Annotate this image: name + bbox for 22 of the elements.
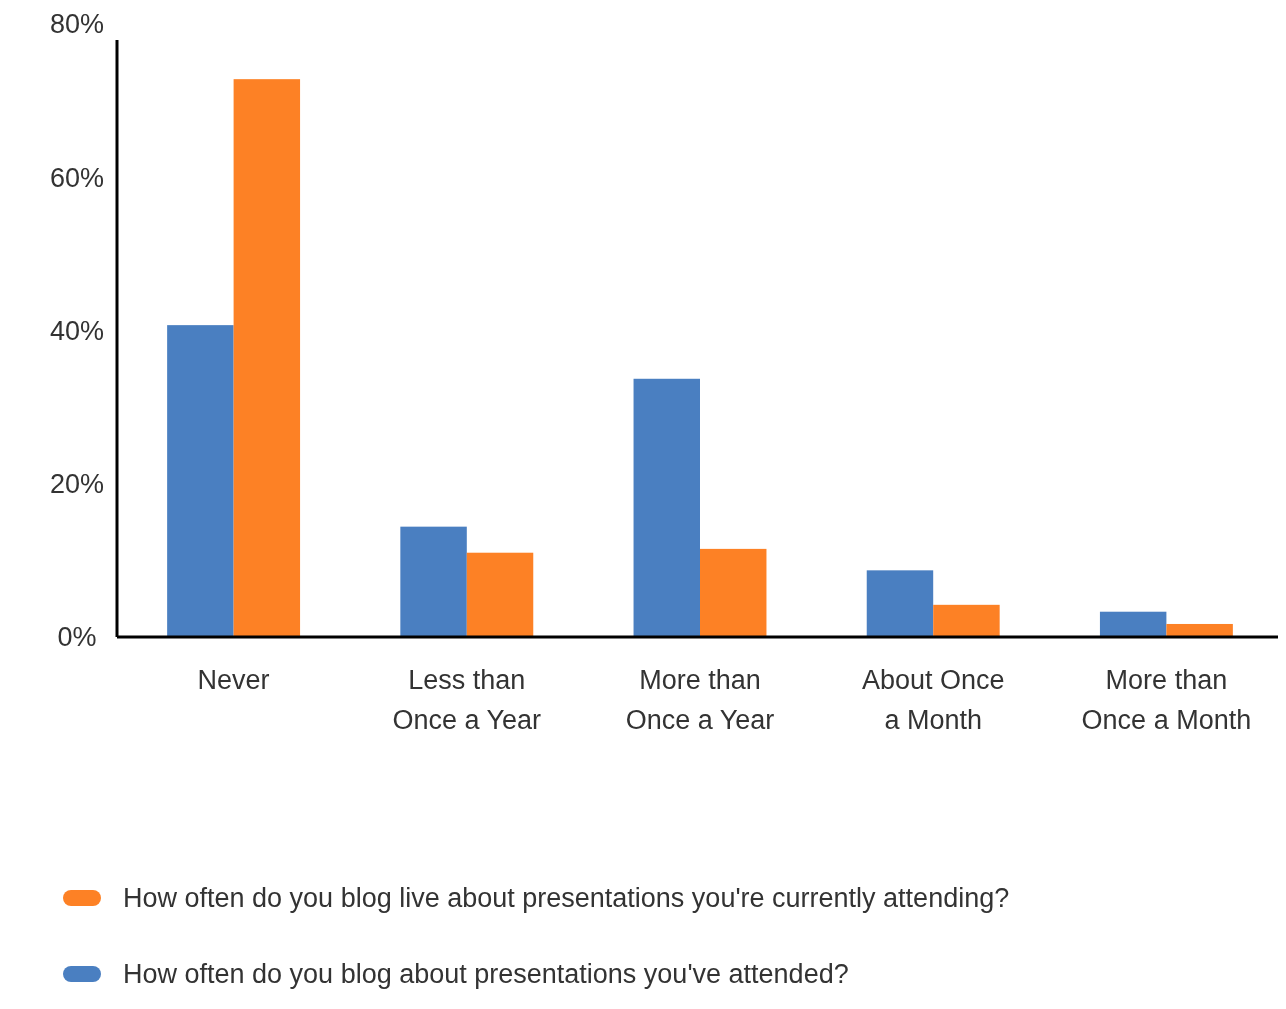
x-tick-label: More than Once a Month	[1081, 665, 1252, 735]
bar	[1166, 623, 1233, 637]
legend-label: How often do you blog about presentations you've attended?	[123, 959, 849, 990]
bar	[633, 378, 700, 637]
bar	[1099, 611, 1167, 637]
bar	[167, 325, 234, 637]
x-tick-label: About Once a Month	[861, 665, 1005, 735]
bar	[700, 548, 767, 637]
y-tick-label: 0%	[57, 622, 97, 653]
bar	[466, 552, 534, 637]
bar	[233, 79, 301, 637]
legend-label: How often do you blog live about presentations you're currently attending?	[123, 883, 1010, 914]
x-tick-label: Never	[197, 665, 270, 695]
bar	[866, 570, 934, 637]
y-tick-label: 80%	[49, 9, 105, 40]
y-tick-label: 20%	[49, 469, 105, 500]
y-tick-label: 60%	[49, 162, 105, 193]
x-tick-label: More than Once a Year	[625, 665, 775, 735]
bar	[933, 604, 1000, 637]
x-tick-label: Less than Once a Year	[392, 665, 542, 735]
y-tick-label: 40%	[49, 315, 105, 346]
bar	[400, 526, 467, 637]
